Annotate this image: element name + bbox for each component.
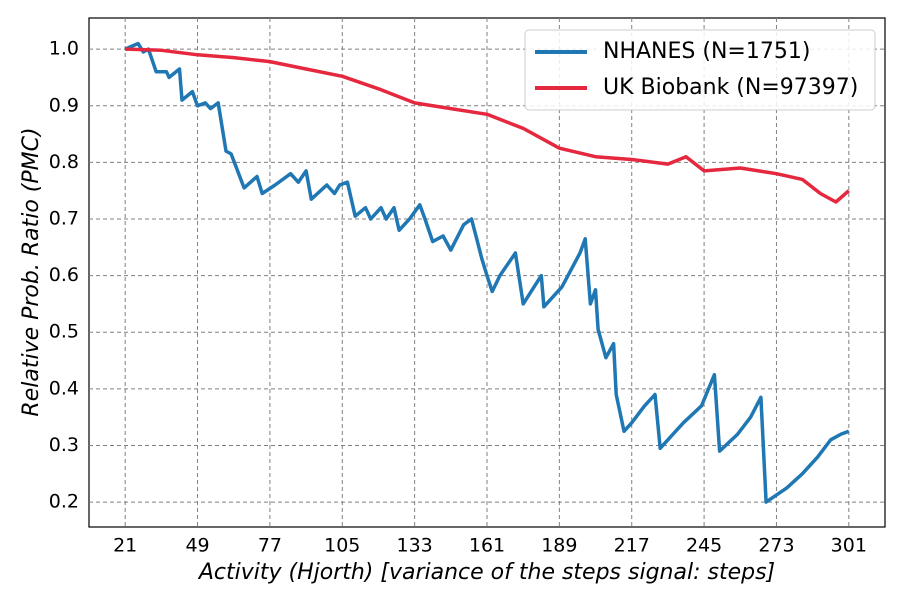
y-tick-label: 0.2 (49, 491, 79, 513)
y-tick-label: 0.5 (49, 321, 79, 343)
x-tick-label: 49 (185, 535, 209, 557)
series-line (125, 47, 850, 204)
x-tick-label: 245 (686, 535, 722, 557)
x-tick-label: 105 (324, 535, 360, 557)
y-tick-label: 0.9 (49, 94, 79, 116)
y-tick-label: 1.0 (49, 38, 79, 60)
y-tick-label: 0.4 (49, 377, 79, 399)
legend-label: NHANES (N=1751) (603, 39, 810, 64)
series-line (124, 41, 850, 504)
y-tick-label: 0.3 (49, 434, 79, 456)
x-tick-label: 21 (113, 535, 137, 557)
x-tick-label: 217 (614, 535, 650, 557)
x-tick-label: 189 (541, 535, 577, 557)
y-axis-title: Relative Prob. Ratio (PMC) (19, 127, 44, 416)
x-tick-label: 133 (397, 535, 433, 557)
legend-box (524, 29, 876, 111)
x-tick-label: 77 (258, 535, 282, 557)
x-axis-title: Activity (Hjorth) [variance of the steps… (197, 560, 775, 585)
y-tick-label: 0.7 (49, 207, 79, 229)
x-tick-label: 273 (758, 535, 794, 557)
legend-label: UK Biobank (N=97397) (603, 75, 858, 100)
y-tick-label: 0.6 (49, 264, 79, 286)
x-tick-label: 161 (469, 535, 505, 557)
y-tick-label: 0.8 (49, 151, 79, 173)
x-tick-label: 301 (831, 535, 867, 557)
